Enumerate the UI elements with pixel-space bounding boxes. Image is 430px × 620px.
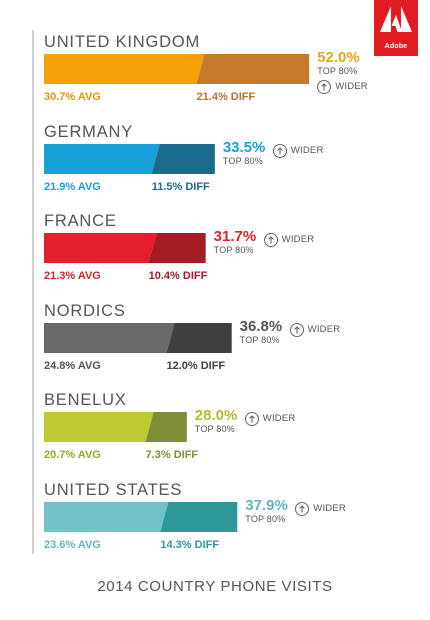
- wider-label: WIDER: [262, 413, 296, 424]
- wider-label: WIDER: [313, 502, 346, 514]
- bar-group: [44, 412, 187, 442]
- diff-label: 11.5% DIFF: [151, 180, 210, 193]
- avg-bar: [44, 501, 169, 532]
- top-caption: TOP 80%: [245, 513, 286, 524]
- adobe-logo-icon: [380, 6, 412, 32]
- bar-group: [44, 54, 310, 84]
- country-name: GERMANY: [44, 122, 134, 141]
- diff-label: 14.3% DIFF: [160, 538, 220, 551]
- avg-label: 23.6% AVG: [44, 538, 101, 551]
- avg-label: 30.7% AVG: [44, 91, 101, 103]
- diff-bar: [145, 412, 187, 442]
- avg-bar: [44, 233, 157, 263]
- diff-bar: [160, 501, 238, 532]
- arrow-up-circle-icon: [295, 501, 310, 516]
- diff-label: 7.3% DIFF: [145, 449, 199, 461]
- wider-label: WIDER: [335, 81, 368, 92]
- arrow-up-circle-icon: [263, 233, 278, 247]
- wider-label: WIDER: [290, 144, 324, 156]
- country-name: FRANCE: [44, 212, 117, 230]
- avg-bar: [44, 412, 154, 442]
- top-value: 37.9%: [245, 496, 288, 514]
- avg-label: 21.3% AVG: [44, 270, 101, 282]
- diff-bar: [148, 233, 206, 263]
- adobe-logo-text: Adobe: [384, 43, 408, 50]
- chart-title: 2014 COUNTRY PHONE VISITS: [97, 578, 333, 595]
- top-value: 28.0%: [194, 407, 238, 424]
- country-name: NORDICS: [44, 301, 126, 320]
- top-value: 52.0%: [317, 49, 360, 66]
- diff-label: 21.4% DIFF: [196, 91, 256, 103]
- country-name: UNITED STATES: [44, 480, 183, 499]
- left-axis-line: [32, 30, 34, 554]
- diff-label: 12.0% DIFF: [166, 359, 226, 372]
- top-value: 33.5%: [222, 138, 266, 156]
- wider-label: WIDER: [307, 323, 341, 335]
- arrow-up-circle-icon: [317, 80, 332, 94]
- country-name: BENELUX: [44, 391, 127, 409]
- top-caption: TOP 80%: [317, 66, 358, 76]
- diff-bar: [151, 143, 215, 174]
- arrow-up-circle-icon: [244, 412, 259, 426]
- bar-group: [44, 322, 232, 353]
- top-caption: TOP 80%: [213, 245, 254, 255]
- avg-bar: [44, 143, 160, 174]
- diff-label: 10.4% DIFF: [148, 270, 208, 282]
- arrow-up-circle-icon: [272, 143, 287, 158]
- arrow-up-circle-icon: [289, 322, 304, 337]
- bar-group: [44, 233, 206, 263]
- adobe-logo: Adobe: [374, 0, 418, 56]
- avg-label: 24.8% AVG: [44, 359, 101, 372]
- bar-group: [44, 501, 238, 532]
- wider-label: WIDER: [281, 234, 315, 245]
- avg-bar: [44, 54, 205, 84]
- diff-bar: [166, 322, 232, 353]
- diff-bar: [196, 54, 310, 84]
- top-caption: TOP 80%: [222, 155, 263, 166]
- avg-label: 20.7% AVG: [44, 449, 101, 461]
- top-caption: TOP 80%: [194, 424, 235, 434]
- country-name: UNITED KINGDOM: [44, 33, 201, 51]
- avg-bar: [44, 322, 175, 353]
- top-value: 31.7%: [213, 228, 257, 245]
- top-value: 36.8%: [239, 317, 283, 335]
- top-caption: TOP 80%: [239, 334, 280, 345]
- avg-label: 21.9% AVG: [44, 180, 101, 193]
- bar-group: [44, 143, 215, 174]
